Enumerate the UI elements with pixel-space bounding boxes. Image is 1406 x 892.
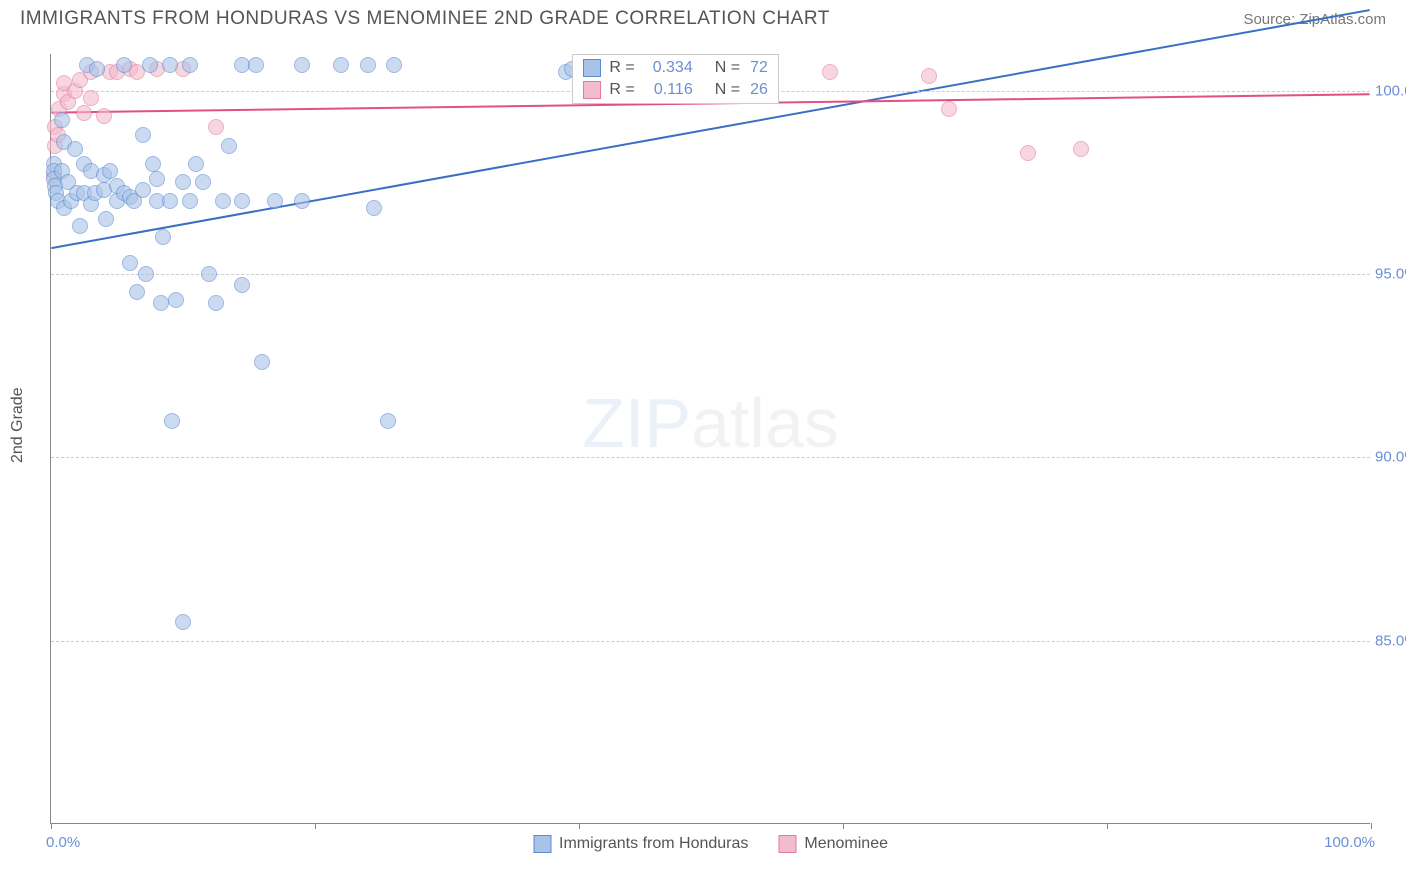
scatter-point (145, 156, 161, 172)
n-label: N = (715, 81, 740, 99)
xtick (579, 823, 580, 829)
scatter-point (195, 174, 211, 190)
n-value: 26 (750, 81, 768, 99)
scatter-point (153, 295, 169, 311)
stats-row: R = 0.334 N = 72 (573, 57, 777, 79)
yaxis-title: 2nd Grade (9, 387, 27, 463)
scatter-point (168, 292, 184, 308)
scatter-point (89, 61, 105, 77)
scatter-point (294, 193, 310, 209)
scatter-point (54, 112, 70, 128)
scatter-point (175, 174, 191, 190)
chart-header: IMMIGRANTS FROM HONDURAS VS MENOMINEE 2N… (0, 0, 1406, 34)
chart-container: 2nd Grade ZIPatlas 85.0%90.0%95.0%100.0%… (0, 34, 1406, 854)
n-label: N = (715, 59, 740, 77)
legend-swatch-icon (583, 59, 601, 77)
scatter-point (135, 127, 151, 143)
scatter-point (175, 614, 191, 630)
scatter-point (1073, 141, 1089, 157)
scatter-point (182, 57, 198, 73)
trend-lines (51, 54, 1370, 823)
ytick-label: 95.0% (1375, 266, 1406, 283)
x-min-label: 0.0% (46, 834, 80, 851)
plot-inner: 85.0%90.0%95.0%100.0%R =0.334N =72R =0.1… (51, 54, 1370, 823)
legend-item-menominee: Menominee (778, 835, 888, 853)
scatter-point (386, 57, 402, 73)
scatter-point (380, 413, 396, 429)
scatter-point (149, 171, 165, 187)
scatter-point (1020, 145, 1036, 161)
scatter-point (208, 119, 224, 135)
scatter-point (221, 138, 237, 154)
scatter-point (182, 193, 198, 209)
r-value: 0.334 (645, 59, 693, 77)
scatter-point (102, 163, 118, 179)
scatter-point (162, 193, 178, 209)
n-value: 72 (750, 59, 768, 77)
scatter-point (267, 193, 283, 209)
scatter-point (116, 57, 132, 73)
ytick-label: 100.0% (1375, 82, 1406, 99)
legend-swatch-icon (583, 81, 601, 99)
r-label: R = (609, 81, 634, 99)
scatter-point (164, 413, 180, 429)
bottom-legend: Immigrants from Honduras Menominee (533, 835, 888, 853)
scatter-point (83, 90, 99, 106)
scatter-point (72, 218, 88, 234)
x-max-label: 100.0% (1324, 834, 1375, 851)
ytick-label: 90.0% (1375, 449, 1406, 466)
scatter-point (941, 101, 957, 117)
scatter-point (366, 200, 382, 216)
scatter-point (294, 57, 310, 73)
gridline (51, 457, 1370, 458)
r-label: R = (609, 59, 634, 77)
scatter-point (76, 105, 92, 121)
scatter-point (248, 57, 264, 73)
scatter-point (822, 64, 838, 80)
scatter-point (188, 156, 204, 172)
scatter-point (155, 229, 171, 245)
xtick (315, 823, 316, 829)
xtick (1371, 823, 1372, 829)
scatter-point (234, 193, 250, 209)
legend-swatch-icon (778, 835, 796, 853)
scatter-point (138, 266, 154, 282)
gridline (51, 274, 1370, 275)
legend-swatch-icon (533, 835, 551, 853)
plot-area: ZIPatlas 85.0%90.0%95.0%100.0%R =0.334N … (50, 54, 1370, 824)
scatter-point (215, 193, 231, 209)
gridline (51, 641, 1370, 642)
scatter-point (921, 68, 937, 84)
xtick (1107, 823, 1108, 829)
xtick (51, 823, 52, 829)
scatter-point (98, 211, 114, 227)
trend-line (51, 10, 1369, 248)
legend-label: Menominee (804, 835, 888, 853)
r-value: 0.116 (645, 81, 693, 99)
stats-row: R = 0.116 N = 26 (573, 79, 777, 101)
scatter-point (208, 295, 224, 311)
scatter-point (122, 255, 138, 271)
scatter-point (142, 57, 158, 73)
scatter-point (254, 354, 270, 370)
scatter-point (129, 284, 145, 300)
scatter-point (96, 108, 112, 124)
scatter-point (67, 141, 83, 157)
xtick (843, 823, 844, 829)
scatter-point (201, 266, 217, 282)
scatter-point (333, 57, 349, 73)
scatter-point (360, 57, 376, 73)
chart-title: IMMIGRANTS FROM HONDURAS VS MENOMINEE 2N… (20, 8, 830, 30)
stats-legend: R = 0.334 N = 72 R = 0.116 N = 26 (572, 54, 778, 104)
legend-label: Immigrants from Honduras (559, 835, 748, 853)
legend-item-honduras: Immigrants from Honduras (533, 835, 748, 853)
scatter-point (162, 57, 178, 73)
ytick-label: 85.0% (1375, 632, 1406, 649)
scatter-point (234, 277, 250, 293)
